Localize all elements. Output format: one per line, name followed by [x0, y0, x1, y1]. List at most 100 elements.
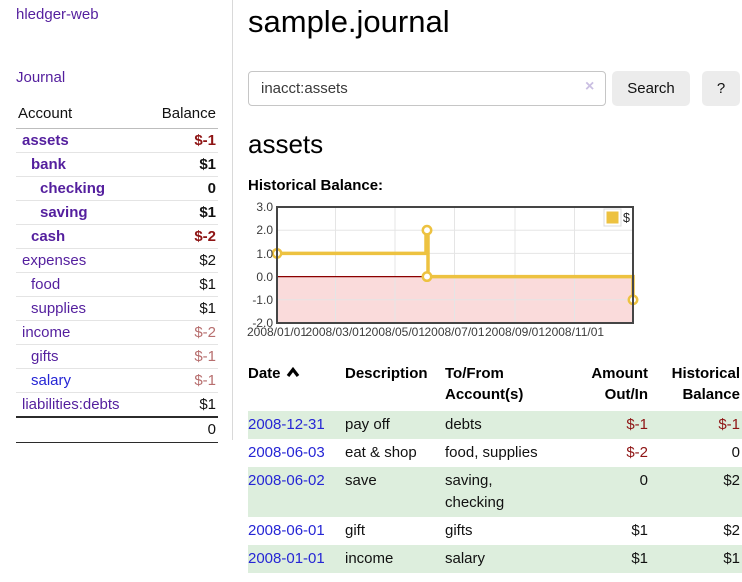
register-row: 2008-06-02 save saving, checking 0 $2 — [248, 467, 742, 517]
transaction-accounts: gifts — [445, 522, 473, 539]
transaction-accounts: debts — [445, 416, 482, 433]
transaction-date-link[interactable]: 2008-06-01 — [248, 522, 325, 539]
account-balance: $-1 — [154, 344, 218, 369]
account-row-assets: assets $-1 — [16, 128, 218, 153]
sidebar-divider — [232, 0, 233, 440]
account-link-income[interactable]: income — [22, 324, 71, 341]
account-balance: 0 — [154, 176, 218, 201]
help-button[interactable]: ? — [702, 71, 740, 106]
transaction-date-link[interactable]: 2008-06-03 — [248, 444, 325, 461]
transaction-amount: 0 — [639, 472, 648, 489]
accounts-table: Account Balance assets $-1 bank $1 check… — [16, 101, 218, 443]
svg-text:2.0: 2.0 — [256, 223, 273, 237]
account-link-supplies[interactable]: supplies — [31, 300, 87, 317]
account-link-bank[interactable]: bank — [31, 156, 67, 173]
account-balance: $-1 — [154, 128, 218, 153]
account-row-food: food $1 — [16, 272, 218, 297]
transaction-description: eat & shop — [345, 444, 417, 461]
account-balance: $1 — [154, 272, 218, 297]
transaction-balance: $1 — [723, 550, 740, 567]
accounts-total-value: 0 — [154, 416, 218, 443]
account-link-liabilities-debts[interactable]: liabilities:debts — [22, 396, 120, 413]
accounts-header-row: Account Balance — [16, 101, 218, 129]
svg-text:0.0: 0.0 — [256, 270, 273, 284]
transaction-amount: $-2 — [626, 444, 648, 461]
account-link-expenses[interactable]: expenses — [22, 252, 87, 269]
register-row: 2008-12-31 pay off debts $-1 $-1 — [248, 411, 742, 439]
account-link-salary[interactable]: salary — [31, 372, 72, 389]
search-button[interactable]: Search — [612, 71, 690, 106]
sort-ascending-icon — [286, 363, 300, 384]
account-balance: $2 — [154, 248, 218, 273]
account-row-gifts: gifts $-1 — [16, 344, 218, 369]
app-title-link[interactable]: hledger-web — [16, 6, 99, 23]
transaction-accounts: saving, checking — [445, 472, 505, 511]
register-header-row: Date Description To/From Account(s) Amou… — [248, 361, 742, 411]
accounts-header-account: Account — [16, 101, 154, 129]
account-link-checking[interactable]: checking — [40, 180, 106, 197]
account-link-saving[interactable]: saving — [40, 204, 88, 221]
svg-text:2008/09/01: 2008/09/01 — [485, 325, 545, 339]
register-header-balance: Historical Balance — [671, 365, 740, 403]
register-row: 2008-01-01 income salary $1 $1 — [248, 545, 742, 573]
account-row-saving: saving $1 — [16, 200, 218, 225]
account-heading: assets — [248, 129, 324, 159]
account-row-expenses: expenses $2 — [16, 248, 218, 273]
transaction-balance: 0 — [731, 444, 740, 461]
transaction-accounts: salary — [445, 550, 486, 567]
account-balance: $-2 — [154, 224, 218, 249]
account-row-checking: checking 0 — [16, 176, 218, 201]
x-axis-ticks: 2008/01/01 2008/03/01 2008/05/01 2008/07… — [247, 325, 604, 339]
account-row-salary: salary $-1 — [16, 368, 218, 393]
svg-text:-1.0: -1.0 — [252, 293, 273, 307]
transaction-amount: $-1 — [626, 416, 648, 433]
transaction-description: gift — [345, 522, 366, 539]
account-row-cash: cash $-2 — [16, 224, 218, 249]
account-balance: $-1 — [154, 368, 218, 393]
account-balance: $-2 — [154, 320, 218, 345]
register-header-amount: Amount Out/In — [591, 365, 648, 403]
clear-search-icon[interactable]: × — [585, 78, 595, 95]
svg-text:2008/07/01: 2008/07/01 — [424, 325, 484, 339]
account-link-assets[interactable]: assets — [22, 132, 69, 149]
account-balance: $1 — [154, 200, 218, 225]
transaction-amount: $1 — [631, 522, 648, 539]
svg-text:-2.0: -2.0 — [252, 316, 273, 330]
svg-text:2008/03/01: 2008/03/01 — [305, 325, 365, 339]
sidebar-item-journal[interactable]: Journal — [16, 69, 66, 86]
transaction-date-link[interactable]: 2008-12-31 — [248, 416, 325, 433]
transaction-amount: $1 — [631, 550, 648, 567]
account-row-income: income $-2 — [16, 320, 218, 345]
register-header-date[interactable]: Date — [248, 361, 345, 411]
transaction-description: income — [345, 550, 394, 567]
register-table: Date Description To/From Account(s) Amou… — [248, 361, 742, 573]
historical-balance-chart: $ 3.0 2.0 1.0 0.0 -1.0 -2.0 2008/01/01 2… — [247, 200, 639, 339]
account-link-cash[interactable]: cash — [31, 228, 66, 245]
register-row: 2008-06-01 gift gifts $1 $2 — [248, 517, 742, 545]
transaction-description: pay off — [345, 416, 390, 433]
account-link-food[interactable]: food — [31, 276, 61, 293]
transaction-date-link[interactable]: 2008-01-01 — [248, 550, 325, 567]
transaction-balance: $2 — [723, 472, 740, 489]
account-link-gifts[interactable]: gifts — [31, 348, 59, 365]
accounts-header-balance: Balance — [154, 101, 218, 129]
transaction-date-link[interactable]: 2008-06-02 — [248, 472, 325, 489]
svg-text:2008/05/01: 2008/05/01 — [365, 325, 425, 339]
transaction-balance: $2 — [723, 522, 740, 539]
legend-label: $ — [623, 211, 630, 225]
transaction-accounts: food, supplies — [445, 444, 538, 461]
accounts-total-row: 0 — [16, 416, 218, 443]
svg-text:1.0: 1.0 — [256, 247, 273, 261]
chart-title: Historical Balance: — [248, 177, 384, 194]
transaction-balance: $-1 — [718, 416, 740, 433]
account-balance: $1 — [154, 152, 218, 177]
account-row-supplies: supplies $1 — [16, 296, 218, 321]
chart-legend: $ — [603, 208, 630, 227]
account-balance: $1 — [154, 296, 218, 321]
search-input[interactable] — [248, 71, 606, 106]
svg-text:3.0: 3.0 — [256, 200, 273, 214]
svg-text:2008/11/01: 2008/11/01 — [545, 325, 604, 339]
account-balance: $1 — [154, 392, 218, 417]
transaction-description: save — [345, 472, 377, 489]
register-row: 2008-06-03 eat & shop food, supplies $-2… — [248, 439, 742, 467]
